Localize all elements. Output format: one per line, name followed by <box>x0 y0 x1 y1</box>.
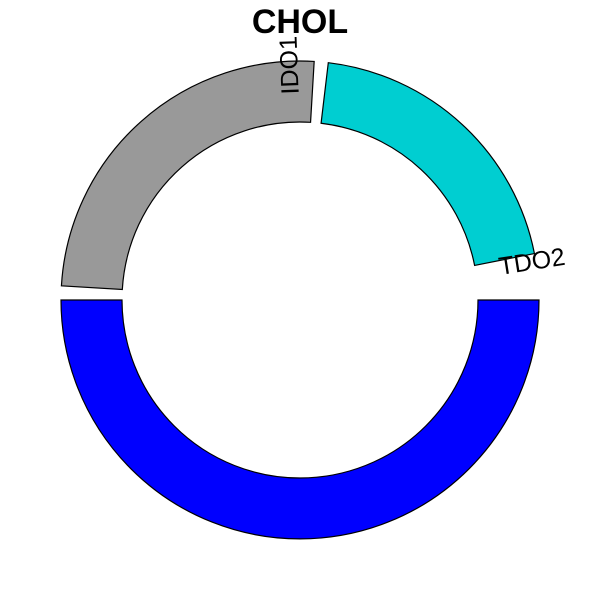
donut-slice-ido1 <box>320 62 536 267</box>
slices-group <box>60 60 540 540</box>
donut-slice-tdo2 <box>60 299 540 540</box>
slice-label-ido1: IDO1 <box>274 36 304 95</box>
chart-title: CHOL <box>252 3 348 41</box>
donut-slice-unlabeled-1 <box>60 60 315 291</box>
